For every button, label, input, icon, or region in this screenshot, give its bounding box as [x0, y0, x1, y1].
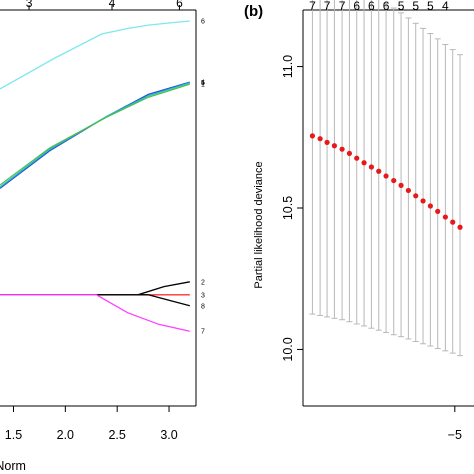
x-tick-label: −5	[448, 428, 462, 442]
data-point	[317, 136, 323, 142]
series-end-label: 5	[201, 80, 205, 87]
data-point	[368, 164, 374, 170]
data-point	[450, 219, 456, 225]
series-end-label: 4	[201, 80, 205, 87]
data-point	[413, 193, 419, 199]
data-point	[405, 187, 411, 194]
y-tick-label: 11.0	[281, 55, 295, 78]
top-count-label: 6	[368, 0, 375, 13]
data-point	[420, 198, 426, 204]
top-count-label: 5	[427, 0, 434, 13]
top-count-label: 4	[442, 0, 449, 13]
data-point	[398, 182, 404, 188]
data-point	[361, 160, 367, 166]
data-point	[346, 150, 353, 157]
x-tick-label: 1.5	[5, 428, 22, 442]
series-end-label: 7	[201, 329, 205, 336]
data-point	[376, 168, 382, 174]
panel-a-x-axis-label: L1 Norm	[0, 459, 26, 473]
panel-b-y-ticks: 10.0 10.5 11.0	[281, 55, 303, 362]
series-line-2	[0, 281, 190, 296]
panel-b-label: (b)	[244, 3, 263, 20]
top-count-label: 6	[353, 0, 360, 13]
data-point	[331, 143, 338, 149]
top-count-label: 6	[383, 0, 390, 13]
data-point	[309, 133, 316, 139]
panel-b-y-axis-label: Partial likelihood deviance	[253, 161, 265, 288]
series-line-7	[0, 294, 190, 332]
data-point	[339, 146, 345, 152]
panel-a-series-lines	[0, 20, 190, 332]
data-point	[442, 214, 448, 220]
series-end-label: 8	[201, 303, 205, 310]
top-tick-label: 3	[26, 0, 33, 10]
top-count-label: 7	[309, 0, 316, 13]
top-tick-label: 4	[109, 0, 116, 10]
series-end-label: 6	[201, 18, 205, 25]
top-count-label: 7	[324, 0, 331, 13]
data-point	[391, 177, 397, 184]
series-line-5	[0, 82, 190, 188]
panel-a-top-ticks: 3 4 6	[26, 0, 183, 10]
series-line-4	[0, 81, 190, 189]
series-line-6	[0, 20, 190, 90]
y-tick-label: 10.0	[281, 337, 295, 361]
top-count-label: 5	[398, 0, 405, 13]
panel-b-points	[309, 133, 463, 230]
top-count-label: 7	[339, 0, 346, 13]
top-tick-label: 6	[176, 0, 183, 10]
series-end-label: 1	[201, 82, 205, 89]
data-point	[324, 139, 330, 145]
panel-b-error-bars	[309, 0, 464, 357]
x-tick-label: 2.5	[108, 428, 125, 442]
series-line-8	[0, 294, 190, 307]
top-count-label: 5	[412, 0, 419, 13]
data-point	[354, 155, 360, 161]
panel-a-end-labels: 6 451 2 3 8 7	[201, 18, 205, 335]
y-tick-label: 10.5	[281, 196, 295, 220]
panel-b-x-ticks: −5	[448, 406, 462, 442]
panel-a-x-ticks: 1.5 2.0 2.5 3.0	[5, 406, 178, 442]
series-end-label: 2	[201, 279, 205, 286]
series-line-1	[0, 83, 190, 186]
x-tick-label: 3.0	[160, 428, 177, 442]
data-point	[427, 203, 433, 209]
data-point	[435, 208, 441, 214]
series-end-label: 3	[201, 292, 205, 299]
data-point	[457, 224, 463, 230]
data-point	[383, 173, 389, 179]
x-tick-label: 2.0	[57, 428, 74, 442]
